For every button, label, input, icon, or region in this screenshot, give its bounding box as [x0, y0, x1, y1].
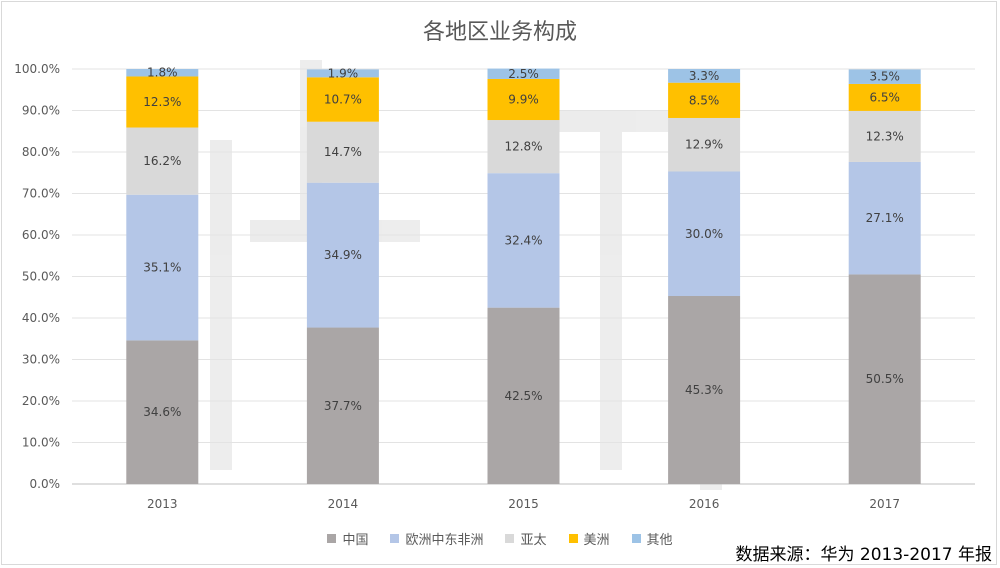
- bar-segment: [126, 76, 199, 128]
- legend-swatch-apac: [505, 534, 515, 543]
- legend-item-other: 其他: [631, 529, 673, 548]
- bar-segment: [306, 77, 379, 122]
- chart-title: 各地区业务构成: [422, 20, 577, 45]
- x-tick-label: 2016: [689, 497, 720, 511]
- data-label: 6.5%: [869, 90, 900, 104]
- legend-item-americas: 美洲: [568, 529, 610, 548]
- bar-segment: [668, 296, 741, 484]
- legend-label-china: 中国: [342, 533, 369, 548]
- y-tick-label: 80.0%: [22, 145, 60, 159]
- data-label: 30.0%: [685, 227, 723, 241]
- bar-segment: [487, 78, 560, 121]
- bar-segment: [306, 182, 379, 328]
- data-label: 3.3%: [689, 69, 720, 83]
- legend-swatch-emea: [390, 534, 400, 543]
- legend-item-china: 中国: [327, 529, 368, 548]
- x-tick-label: 2013: [147, 497, 178, 511]
- data-label: 45.3%: [685, 383, 723, 397]
- bar-segment: [487, 120, 560, 174]
- data-label: 2.5%: [508, 67, 539, 81]
- data-label: 1.9%: [328, 66, 359, 80]
- bar-segment: [126, 340, 199, 484]
- x-tick-label: 2014: [328, 497, 359, 511]
- data-label: 9.9%: [508, 93, 539, 107]
- data-label: 32.4%: [504, 233, 542, 247]
- bar-segment: [126, 69, 199, 77]
- legend-item-apac: 亚太: [505, 529, 547, 548]
- bar-segment: [306, 327, 379, 484]
- bar-segment: [848, 161, 921, 275]
- data-label: 10.7%: [324, 93, 362, 107]
- data-label: 12.9%: [685, 138, 723, 152]
- bar-segment: [126, 127, 199, 195]
- data-label: 12.3%: [143, 95, 181, 109]
- y-tick-label: 60.0%: [22, 228, 60, 242]
- legend-label-emea: 欧洲中东非洲: [405, 533, 484, 548]
- data-label: 34.6%: [143, 405, 181, 419]
- legend-label-other: 其他: [646, 533, 673, 548]
- watermark: [210, 60, 722, 490]
- y-tick-label: 50.0%: [22, 270, 60, 284]
- y-tick-label: 30.0%: [22, 353, 60, 367]
- data-label: 34.9%: [324, 248, 362, 262]
- bar-segment: [487, 68, 560, 79]
- data-label: 27.1%: [866, 211, 904, 225]
- y-tick-label: 20.0%: [22, 394, 60, 408]
- data-label: 16.2%: [143, 154, 181, 168]
- data-label: 50.5%: [866, 372, 904, 386]
- bar-segment: [848, 83, 921, 111]
- data-label: 37.7%: [324, 399, 362, 413]
- data-label: 35.1%: [143, 261, 181, 275]
- bar-segment: [668, 117, 741, 172]
- legend-swatch-other: [631, 534, 641, 543]
- legend: 中国 欧洲中东非洲 亚太 美洲 其他: [0, 529, 1000, 548]
- legend-swatch-americas: [568, 534, 578, 543]
- source-note: 数据来源：华为 2013-2017 年报: [735, 545, 992, 565]
- x-tick-label: 2017: [869, 497, 900, 511]
- y-tick-label: 40.0%: [22, 311, 60, 325]
- data-label: 3.5%: [869, 70, 900, 84]
- bar-segment: [668, 69, 741, 83]
- bar-segment: [306, 121, 379, 183]
- bar-segment: [487, 173, 560, 308]
- bar-segment: [306, 69, 379, 78]
- bar-segment: [487, 307, 560, 484]
- bar-segment: [126, 194, 199, 341]
- bar-segment: [668, 82, 741, 118]
- legend-label-apac: 亚太: [520, 533, 547, 548]
- data-label: 8.5%: [689, 93, 720, 107]
- legend-label-americas: 美洲: [583, 533, 610, 548]
- data-label: 12.3%: [866, 129, 904, 143]
- y-tick-label: 70.0%: [22, 187, 60, 201]
- bar-segment: [668, 171, 741, 297]
- legend-swatch-china: [327, 534, 337, 543]
- legend-item-emea: 欧洲中东非洲: [390, 529, 483, 548]
- bar-segment: [848, 110, 921, 162]
- y-tick-label: 0.0%: [30, 477, 61, 491]
- data-label: 14.7%: [324, 145, 362, 159]
- data-label: 42.5%: [504, 389, 542, 403]
- y-tick-label: 10.0%: [22, 436, 60, 450]
- data-label: 1.8%: [147, 66, 178, 80]
- bar-segment: [848, 69, 921, 84]
- y-tick-label: 90.0%: [22, 104, 60, 118]
- y-tick-label: 100.0%: [14, 62, 60, 76]
- x-tick-label: 2015: [508, 497, 539, 511]
- data-label: 12.8%: [504, 140, 542, 154]
- bar-segment: [848, 274, 921, 484]
